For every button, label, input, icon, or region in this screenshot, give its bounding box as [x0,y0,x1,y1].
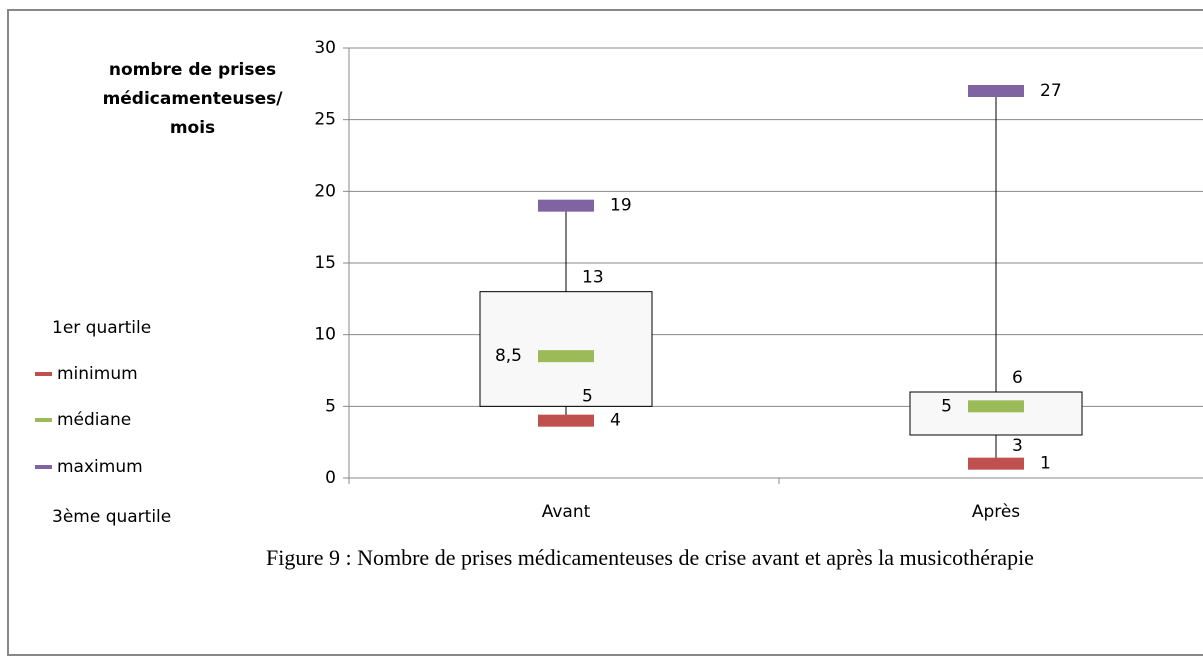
y-axis-label: nombre de prises médicamenteuses/ mois [102,60,283,138]
min-marker [968,457,1024,470]
legend-label: minimum [57,364,138,384]
legend-label: 3ème quartile [52,507,171,527]
min-marker [538,414,594,427]
y-tick-label: 10 [314,325,336,345]
q3-label: 13 [582,268,604,288]
max-marker [968,85,1024,97]
median-label: 8,5 [495,346,522,366]
min-label: 4 [610,411,621,431]
median-marker [968,400,1024,413]
caption: Figure 9 : Nombre de prises médicamenteu… [266,545,1034,570]
max-marker [538,199,594,212]
max-label: 19 [610,196,632,216]
q1-label: 5 [582,386,593,406]
legend-label: médiane [57,410,131,430]
legend-label: 1er quartile [52,318,151,338]
median-marker [538,350,594,363]
x-tick-label: Après [972,502,1020,522]
max-label: 27 [1040,81,1062,101]
y-tick-label: 5 [325,396,336,416]
y-tick-label: 30 [314,38,336,58]
y-tick-label: 0 [325,468,336,488]
box [909,391,1083,436]
median-label: 5 [941,396,952,416]
x-tick-label: Avant [542,502,591,522]
q3-label: 6 [1012,368,1023,388]
y-tick-label: 20 [314,181,336,201]
y-tick-label: 15 [314,253,336,273]
q1-label: 3 [1012,436,1023,456]
frame [7,9,1203,656]
min-label: 1 [1040,454,1051,474]
y-tick-label: 25 [314,110,336,130]
box [479,291,653,407]
legend-label: maximum [57,457,143,477]
